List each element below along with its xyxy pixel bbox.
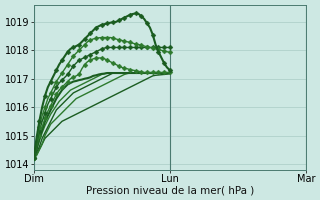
X-axis label: Pression niveau de la mer( hPa ): Pression niveau de la mer( hPa ) [86, 185, 254, 195]
